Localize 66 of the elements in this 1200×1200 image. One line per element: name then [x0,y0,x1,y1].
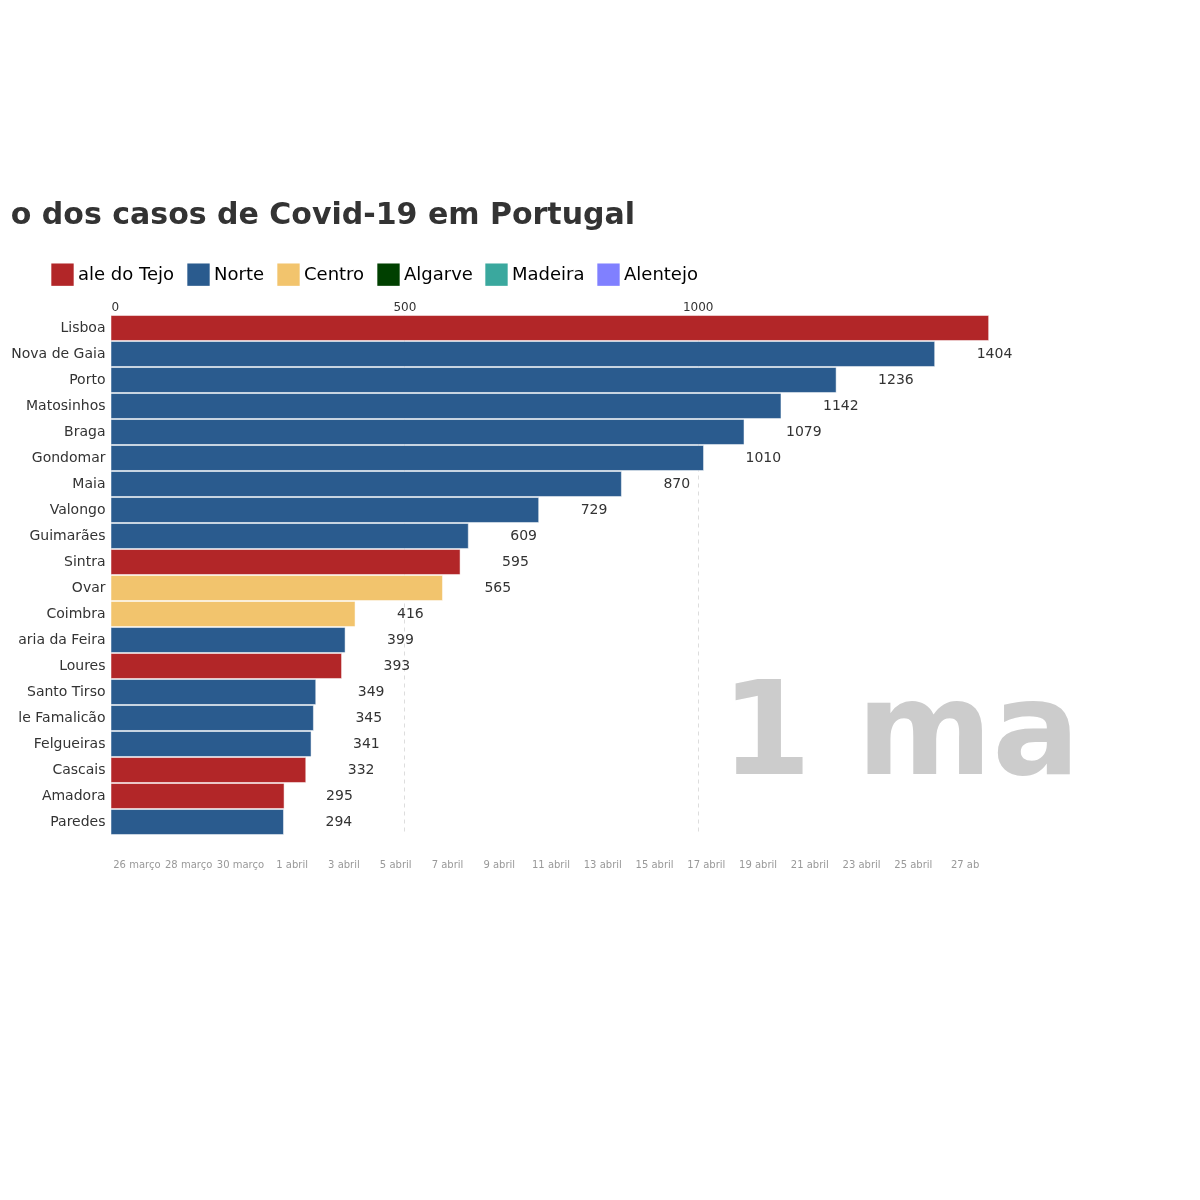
text: 15 abril [635,859,674,870]
text: 7 abril [431,859,464,870]
text: 1 abril [276,859,309,870]
x-tick-label: 0 [111,299,120,314]
legend-label: Madeira [512,262,585,284]
data-label: 1010 [745,449,782,465]
data-label: 349 [357,683,385,699]
y-tick-label: Nova de Gaia [11,345,106,361]
y-tick-label: Lisboa [60,319,106,335]
y-tick-label: Braga [64,423,106,439]
text: 19 abril [739,859,778,870]
text: 25 abril [894,859,933,870]
y-tick-label: Loures [59,657,106,673]
data-label: 1142 [822,397,859,413]
y-tick-label: Valongo [49,501,106,517]
data-label: 729 [580,501,608,517]
text: 28 março [165,859,213,870]
y-tick-label: Guimarães [29,527,106,543]
data-label: 1079 [786,423,822,439]
legend-label: Centro [304,262,365,284]
data-label: 295 [326,787,353,803]
data-label: 416 [397,605,424,621]
text: 26 março [113,859,161,870]
text: 5 abril [379,859,412,870]
data-label: 399 [387,631,414,647]
y-tick-label: Maia [72,475,106,491]
text: 17 abril [687,859,726,870]
y-tick-label: Matosinhos [25,397,106,413]
data-label: 565 [484,579,512,595]
legend-label: Algarve [404,262,473,284]
data-label: 1236 [878,371,914,387]
text: 30 março [216,859,265,870]
text: 3 abril [328,859,360,870]
y-tick-label: Ovar [71,579,106,595]
data-label: 595 [502,553,529,569]
data-label: 609 [510,527,538,543]
legend-label: Alentejo [624,262,698,284]
y-tick-label: Gondomar [31,449,106,465]
y-tick-label: Paredes [50,813,106,829]
y-tick-label: aria da Feira [18,631,106,647]
data-label: 332 [347,761,375,777]
text: 9 abril [483,859,516,870]
data-label: 870 [663,475,691,491]
text: 21 abril [790,859,829,870]
y-tick-label: Amadora [41,787,106,803]
text: 13 abril [583,859,622,870]
x-tick-label: 500 [393,299,417,314]
y-tick-label: Coimbra [46,605,106,621]
text: 23 abril [842,859,881,870]
y-tick-label: Cascais [52,761,106,777]
data-label: 393 [383,657,411,673]
y-tick-label: le Famalicão [18,709,106,725]
data-label: 1404 [976,345,1013,361]
legend-label: ale do Tejo [78,262,175,284]
y-tick-label: Sintra [64,553,106,569]
data-label: 294 [325,813,353,829]
data-label: 341 [353,735,380,751]
y-tick-label: Santo Tirso [27,683,106,699]
text: 11 abril [531,859,571,870]
legend-label: Norte [214,262,265,284]
y-tick-label: Porto [69,371,106,387]
text: 27 ab [950,859,980,870]
data-label: 345 [355,709,383,725]
y-tick-label: Felgueiras [33,735,106,751]
chart-title: o dos casos de Covid-19 em Portugal [10,196,636,231]
x-tick-label: 1000 [682,299,714,314]
